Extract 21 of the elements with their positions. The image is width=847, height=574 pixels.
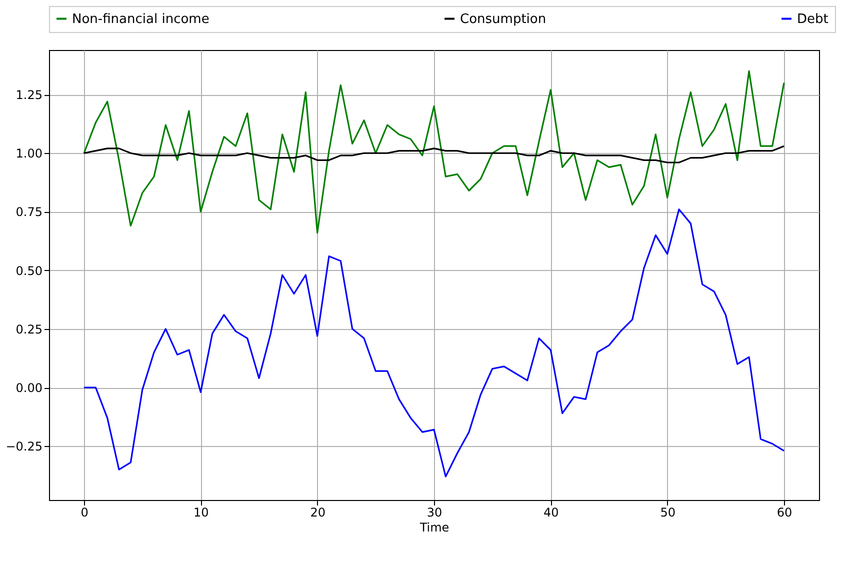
legend-label: Debt bbox=[797, 12, 828, 27]
legend-label: Consumption bbox=[460, 12, 546, 27]
legend-label: Non-financial income bbox=[72, 12, 210, 27]
y-tick-label: 0.00 bbox=[16, 381, 42, 395]
line-series bbox=[83, 145, 785, 164]
x-tick-label: 60 bbox=[776, 506, 792, 520]
y-tick-label: 0.50 bbox=[16, 264, 42, 278]
x-tick-label: 0 bbox=[80, 506, 88, 520]
y-tick-label: 0.75 bbox=[16, 205, 42, 220]
y-tick-label: 0.25 bbox=[16, 322, 42, 336]
y-tick-label: −0.25 bbox=[6, 440, 42, 454]
x-axis-title: Time bbox=[418, 520, 450, 534]
line-series bbox=[83, 70, 785, 234]
x-tick-label: 30 bbox=[426, 506, 442, 520]
x-tick-label: 10 bbox=[194, 506, 209, 520]
y-tick-label: 1.00 bbox=[16, 146, 42, 161]
x-tick-label: 20 bbox=[310, 506, 326, 520]
y-tick-label: 1.25 bbox=[16, 88, 42, 102]
x-tick-label: 40 bbox=[544, 506, 559, 520]
x-tick-label: 50 bbox=[660, 506, 676, 520]
line-series bbox=[83, 208, 785, 478]
